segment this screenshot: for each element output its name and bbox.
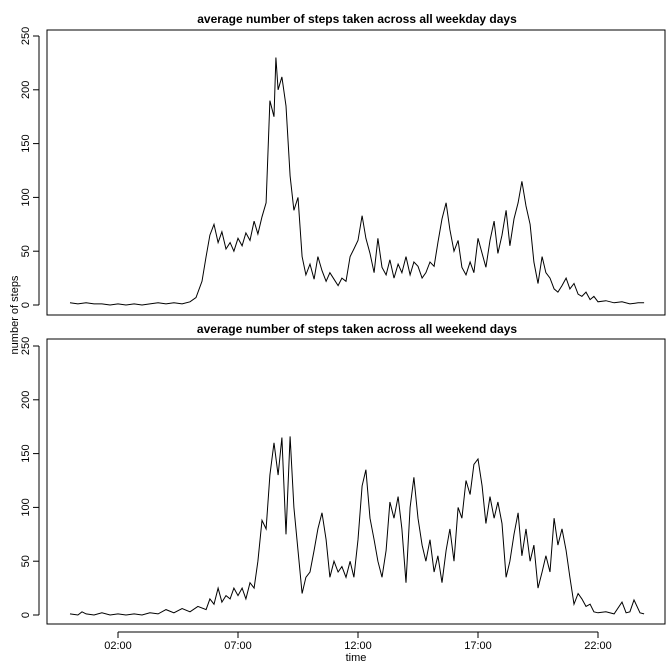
panel-weekend-y-tick-label: 150 [20, 444, 32, 462]
panel-weekday-y-tick-label: 250 [20, 27, 32, 45]
panel-weekday-frame [46, 29, 666, 316]
x-tick-label: 02:00 [104, 640, 132, 652]
x-axis: 02:00 07:00 12:00 17:00 22:00 [104, 631, 612, 652]
panel-weekday-y-tick-label: 150 [20, 134, 32, 152]
panel-weekend-y-tick-label: 0 [20, 612, 32, 618]
x-axis-label: time [346, 652, 367, 664]
panel-weekday-y-axis: 0 50 100 150 200 250 [20, 27, 40, 308]
panel-weekend: average number of steps taken across all… [20, 322, 666, 625]
x-tick-label: 07:00 [224, 640, 252, 652]
panel-weekend-y-tick-label: 250 [20, 337, 32, 355]
x-tick-label: 17:00 [464, 640, 492, 652]
panel-weekday-y-tick-label: 200 [20, 81, 32, 99]
panel-weekend-y-tick-label: 100 [20, 498, 32, 516]
panel-weekday-steps-line [69, 57, 645, 306]
panel-weekday-title: average number of steps taken across all… [197, 12, 517, 26]
y-axis-label: number of steps [9, 275, 21, 354]
panel-weekday: average number of steps taken across all… [20, 12, 666, 316]
panel-weekday-y-tick-label: 0 [20, 302, 32, 308]
panel-weekend-title: average number of steps taken across all… [197, 322, 517, 336]
panel-weekday-y-tick-label: 50 [20, 245, 32, 257]
panel-weekend-frame [46, 338, 666, 625]
panel-weekend-steps-line [69, 436, 645, 616]
panel-weekend-y-tick-label: 200 [20, 391, 32, 409]
panel-weekend-y-tick-label: 50 [20, 555, 32, 567]
panel-weekend-y-axis: 0 50 100 150 200 250 [20, 337, 40, 618]
x-tick-label: 12:00 [344, 640, 372, 652]
panel-weekday-y-tick-label: 100 [20, 188, 32, 206]
x-tick-label: 22:00 [584, 640, 612, 652]
